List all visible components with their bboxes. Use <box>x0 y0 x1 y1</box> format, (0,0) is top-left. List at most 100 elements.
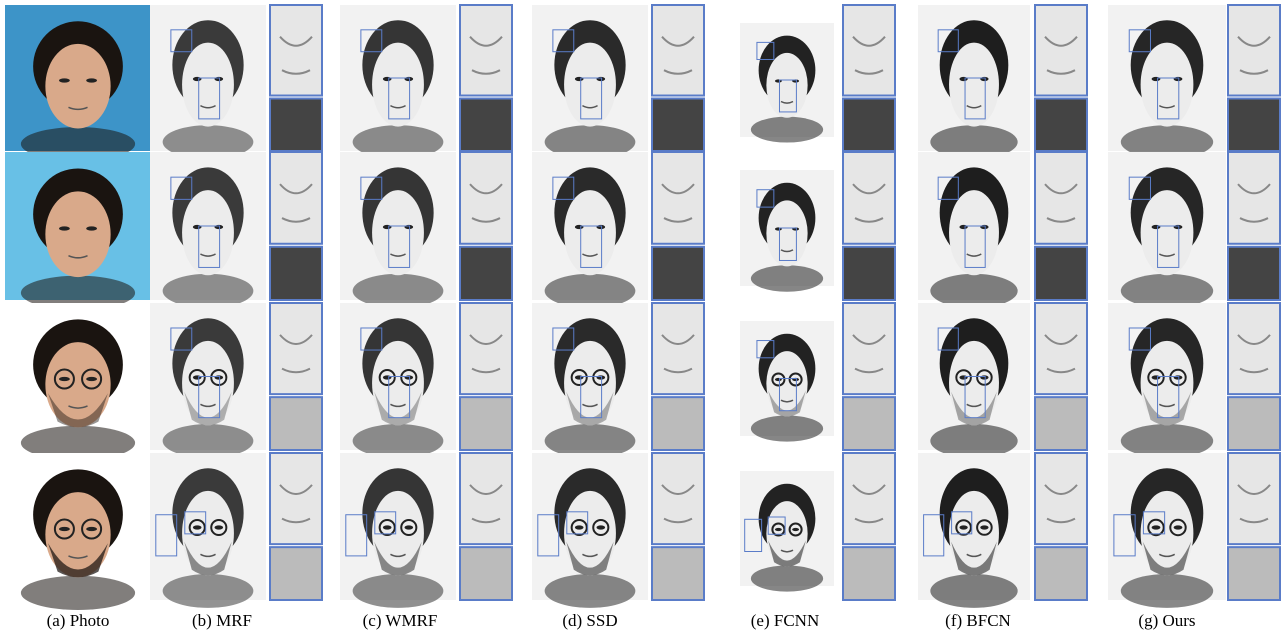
crop-texture <box>651 97 705 152</box>
face <box>45 43 111 129</box>
sketch <box>150 302 323 458</box>
crop-detail <box>1044 484 1078 524</box>
crop-feature <box>459 151 513 245</box>
crop-detail <box>1044 334 1078 374</box>
glasses <box>400 368 418 387</box>
crop-detail <box>852 183 886 223</box>
crop-texture <box>459 245 513 301</box>
zoom-box <box>170 327 193 351</box>
crop-texture <box>1227 97 1281 152</box>
zoom-box <box>778 79 797 113</box>
zoom-box <box>1157 77 1180 120</box>
crop-feature <box>842 302 896 396</box>
zoom-box <box>580 77 603 120</box>
eye <box>214 525 224 530</box>
zoom-box <box>566 511 589 535</box>
mouth <box>1158 403 1176 408</box>
glasses <box>188 368 206 387</box>
crop-detail <box>469 484 503 524</box>
face <box>949 190 999 276</box>
glasses <box>592 368 610 387</box>
eye <box>58 376 70 382</box>
face <box>949 490 999 576</box>
neck <box>930 424 1018 458</box>
crop-texture <box>459 396 513 452</box>
crop-texture <box>842 245 896 301</box>
mouth <box>966 403 982 408</box>
sketch <box>340 452 513 608</box>
crop-texture <box>651 546 705 602</box>
crop-detail <box>279 36 313 75</box>
neck <box>750 565 824 592</box>
glasses <box>53 518 75 540</box>
crop-texture <box>459 97 513 152</box>
glasses <box>378 368 396 387</box>
neck <box>544 125 636 159</box>
crop-texture <box>1034 396 1088 452</box>
neck <box>544 424 636 458</box>
glasses <box>53 368 75 390</box>
neck <box>544 574 636 608</box>
mouth <box>68 106 88 111</box>
crop-detail <box>661 334 695 374</box>
zoom-box <box>923 514 945 557</box>
zoom-box <box>170 176 193 200</box>
glasses <box>771 522 786 537</box>
sketch <box>740 452 896 602</box>
eye <box>192 525 202 530</box>
zoom-box <box>778 227 797 261</box>
zoom-box <box>552 327 575 351</box>
glasses <box>400 518 418 537</box>
photo <box>5 152 151 311</box>
zoom-box <box>756 189 775 208</box>
mouth <box>780 100 794 104</box>
zoom-box <box>937 327 959 351</box>
crop-detail <box>469 334 503 374</box>
crop-feature <box>651 4 705 97</box>
crop-detail <box>852 36 886 75</box>
neck <box>1120 273 1214 308</box>
crop-texture <box>842 396 896 452</box>
mouth <box>1158 253 1176 257</box>
crop-texture <box>269 245 323 301</box>
glasses <box>788 372 803 387</box>
face <box>182 340 234 426</box>
mouth <box>780 399 794 403</box>
beard <box>48 543 108 578</box>
zoom-box <box>388 225 411 268</box>
crop-detail <box>1044 36 1078 75</box>
face <box>1140 42 1194 127</box>
zoom-box <box>756 340 775 359</box>
zoom-box <box>184 511 207 535</box>
crop-feature <box>842 4 896 97</box>
crop-detail <box>279 334 313 374</box>
neck <box>544 273 636 308</box>
zoom-box <box>964 376 986 419</box>
glasses <box>592 518 610 537</box>
crop-texture <box>651 396 705 452</box>
neck <box>750 116 824 143</box>
mouth <box>1158 104 1176 109</box>
face <box>766 200 808 267</box>
crop-texture <box>842 546 896 602</box>
glasses <box>1147 368 1165 387</box>
caption: (a) Photo <box>47 611 110 630</box>
crop-detail <box>1237 334 1271 374</box>
glasses <box>955 369 972 386</box>
glasses <box>955 519 972 536</box>
sketch <box>740 151 896 301</box>
crop-detail <box>469 183 503 223</box>
eye <box>980 525 989 530</box>
caption: (f) BFCN <box>945 611 1011 630</box>
face <box>45 492 111 578</box>
beard <box>374 541 422 576</box>
crop-feature <box>1034 452 1088 546</box>
mouth <box>966 253 982 257</box>
zoom-box <box>360 327 383 351</box>
eye <box>58 526 70 532</box>
zoom-box <box>552 29 575 53</box>
sketch <box>340 4 513 159</box>
zoom-box <box>580 376 603 419</box>
crop-texture <box>269 97 323 152</box>
